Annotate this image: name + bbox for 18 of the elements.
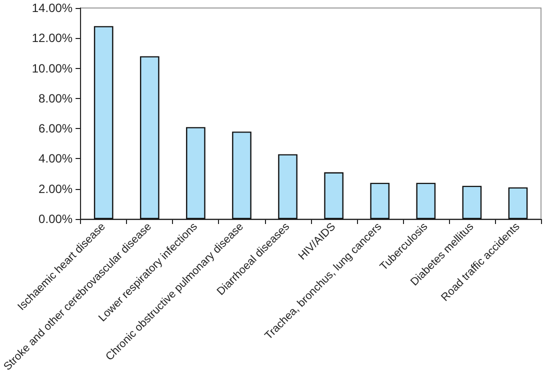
bar	[232, 132, 252, 220]
y-tick-label: 0.00%	[38, 212, 73, 226]
bar	[370, 182, 390, 220]
y-tick-label: 2.00%	[38, 182, 73, 196]
bar	[94, 26, 114, 220]
bar	[278, 154, 298, 220]
y-tick-label: 12.00%	[32, 31, 73, 46]
bar	[186, 127, 206, 220]
y-tick-label: 10.00%	[32, 61, 73, 76]
y-tick-label: 8.00%	[38, 91, 73, 106]
y-tick-label: 14.00%	[32, 1, 73, 15]
bar	[462, 186, 482, 220]
bar	[324, 172, 344, 220]
y-tick-label: 6.00%	[38, 122, 73, 136]
bar	[416, 182, 436, 220]
bar	[140, 56, 160, 220]
y-tick-label: 4.00%	[38, 152, 73, 166]
bar	[508, 187, 528, 220]
